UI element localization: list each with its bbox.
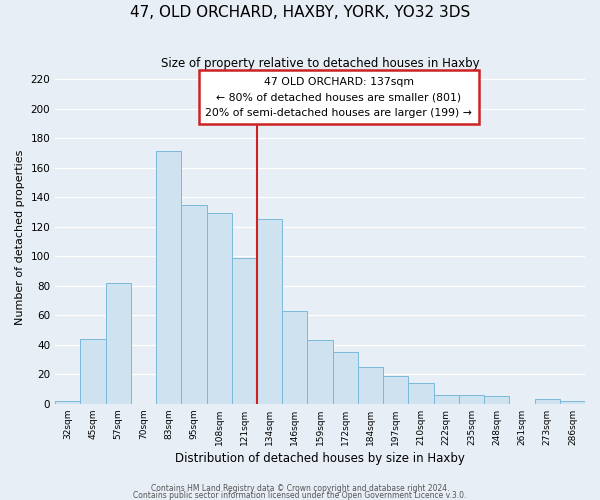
- Title: Size of property relative to detached houses in Haxby: Size of property relative to detached ho…: [161, 58, 479, 70]
- Bar: [535, 400, 560, 404]
- Bar: [358, 367, 383, 404]
- Bar: [409, 383, 434, 404]
- X-axis label: Distribution of detached houses by size in Haxby: Distribution of detached houses by size …: [175, 452, 465, 465]
- Bar: [232, 258, 257, 404]
- Bar: [181, 204, 206, 404]
- Bar: [80, 339, 106, 404]
- Bar: [434, 395, 459, 404]
- Bar: [106, 283, 131, 404]
- Bar: [307, 340, 332, 404]
- Bar: [206, 214, 232, 404]
- Bar: [257, 220, 282, 404]
- Bar: [383, 376, 409, 404]
- Y-axis label: Number of detached properties: Number of detached properties: [15, 150, 25, 326]
- Bar: [459, 395, 484, 404]
- Bar: [156, 152, 181, 404]
- Bar: [484, 396, 509, 404]
- Bar: [560, 401, 585, 404]
- Text: Contains HM Land Registry data © Crown copyright and database right 2024.: Contains HM Land Registry data © Crown c…: [151, 484, 449, 493]
- Text: 47 OLD ORCHARD: 137sqm
← 80% of detached houses are smaller (801)
20% of semi-de: 47 OLD ORCHARD: 137sqm ← 80% of detached…: [205, 76, 472, 118]
- Bar: [55, 401, 80, 404]
- Bar: [282, 311, 307, 404]
- Text: 47, OLD ORCHARD, HAXBY, YORK, YO32 3DS: 47, OLD ORCHARD, HAXBY, YORK, YO32 3DS: [130, 5, 470, 20]
- Bar: [332, 352, 358, 404]
- Text: Contains public sector information licensed under the Open Government Licence v.: Contains public sector information licen…: [133, 491, 467, 500]
